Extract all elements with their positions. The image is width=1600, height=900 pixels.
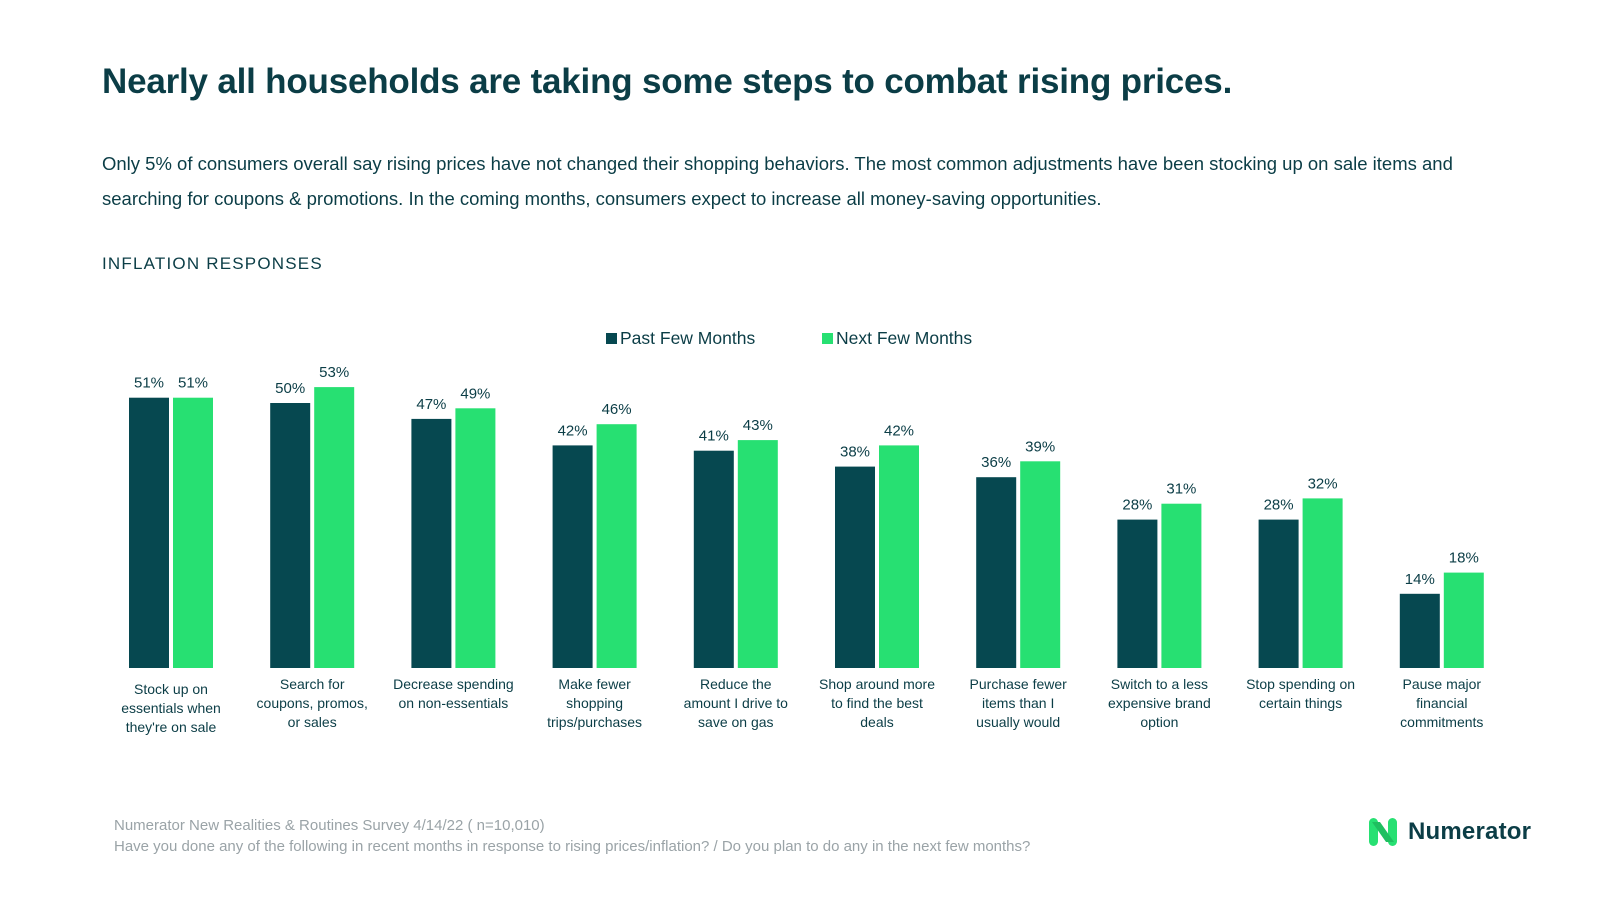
bar-next-2 xyxy=(314,387,355,668)
category-label-5: Reduce the amount I drive to save on gas xyxy=(684,676,788,730)
chart-bars xyxy=(129,387,1484,668)
value-label-past-10: 14% xyxy=(1405,571,1435,588)
bar-next-10 xyxy=(1443,572,1484,668)
footnote: Numerator New Realities & Routines Surve… xyxy=(114,815,1030,857)
bar-next-4 xyxy=(596,424,637,668)
category-label-3: Decrease spending on non-essentials xyxy=(393,676,514,711)
page-title: Nearly all households are taking some st… xyxy=(102,62,1233,101)
legend-label-next: Next Few Months xyxy=(836,328,972,348)
bar-next-9 xyxy=(1302,498,1343,668)
chart-category-labels: Stock up on essentials when they're on sal… xyxy=(121,676,1483,735)
chart-bar-labels: 51% 51% 50% 53% 47% 49% 42% 46% 41% 43% 38% 42% 36% 3… xyxy=(134,364,1479,588)
bar-past-5 xyxy=(693,450,734,668)
legend-swatch-next xyxy=(822,333,833,344)
bar-past-1 xyxy=(129,397,169,668)
numerator-logo: Numerator xyxy=(1368,817,1531,847)
category-label-6: Shop around more to find the best deals xyxy=(819,676,935,730)
bar-past-2 xyxy=(270,403,311,668)
bar-next-8 xyxy=(1161,503,1202,668)
bar-next-1 xyxy=(173,397,213,668)
value-label-past-2: 50% xyxy=(275,380,305,397)
value-label-next-2: 53% xyxy=(319,364,349,381)
value-label-next-7: 39% xyxy=(1025,438,1055,455)
category-label-10: Pause major financial commitments xyxy=(1400,676,1483,730)
value-label-next-6: 42% xyxy=(884,422,914,439)
bar-past-8 xyxy=(1117,519,1158,668)
footnote-source: Numerator New Realities & Routines Surve… xyxy=(114,817,545,834)
bar-next-7 xyxy=(1020,461,1061,668)
legend-swatch-past xyxy=(606,333,617,344)
value-label-next-4: 46% xyxy=(602,401,632,418)
bar-past-6 xyxy=(835,466,875,668)
bar-next-5 xyxy=(737,440,778,668)
category-label-9: Stop spending on certain things xyxy=(1246,676,1355,711)
value-label-next-9: 32% xyxy=(1308,475,1338,492)
value-label-past-7: 36% xyxy=(981,454,1011,471)
numerator-logo-icon xyxy=(1369,818,1397,846)
value-label-past-1: 51% xyxy=(134,375,164,392)
chart-legend: Past Few Months Next Few Months xyxy=(606,328,972,348)
value-label-past-3: 47% xyxy=(416,396,446,413)
inflation-responses-chart: Past Few Months Next Few Months 51% 51% 50%… xyxy=(121,328,1484,735)
bar-past-10 xyxy=(1399,593,1440,668)
bar-past-9 xyxy=(1258,519,1299,668)
legend-label-past: Past Few Months xyxy=(620,328,755,348)
value-label-past-8: 28% xyxy=(1122,497,1152,514)
category-label-2: Search for coupons, promos, or sales xyxy=(257,676,368,730)
bar-past-7 xyxy=(976,477,1017,668)
category-label-8: Switch to a less expensive brand option xyxy=(1108,676,1211,730)
footnote-question: Have you done any of the following in re… xyxy=(114,838,1031,855)
bar-next-6 xyxy=(879,445,919,668)
value-label-next-10: 18% xyxy=(1449,550,1479,567)
value-label-past-5: 41% xyxy=(699,428,729,445)
value-label-next-8: 31% xyxy=(1166,481,1196,498)
page-subtitle: Only 5% of consumers overall say rising … xyxy=(102,153,1453,209)
value-label-next-3: 49% xyxy=(460,385,490,402)
value-label-next-1: 51% xyxy=(178,375,208,392)
bar-next-3 xyxy=(455,408,496,668)
bar-past-4 xyxy=(552,445,593,668)
value-label-past-6: 38% xyxy=(840,444,870,461)
chart-section-label: INFLATION RESPONSES xyxy=(102,254,323,273)
category-label-4: Make fewer shopping trips/purchases xyxy=(547,676,642,730)
bar-past-3 xyxy=(411,418,452,668)
logo-text: Numerator xyxy=(1408,818,1532,845)
value-label-past-9: 28% xyxy=(1264,497,1294,514)
value-label-past-4: 42% xyxy=(558,422,588,439)
category-label-1: Stock up on essentials when they're on sal… xyxy=(121,681,221,735)
value-label-next-5: 43% xyxy=(743,417,773,434)
